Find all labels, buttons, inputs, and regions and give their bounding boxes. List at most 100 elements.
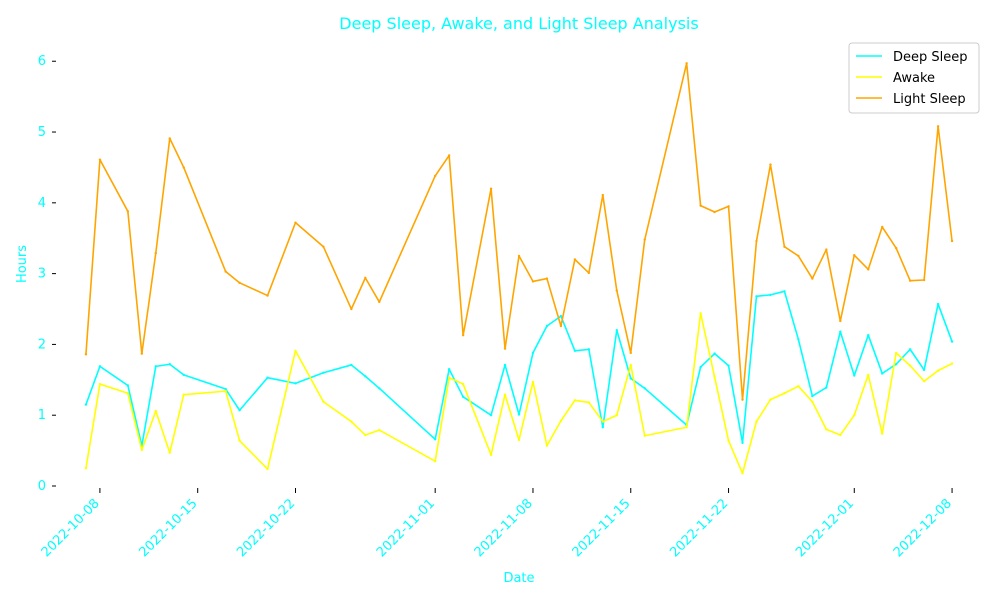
data-point-deep-sleep-33	[727, 364, 730, 367]
data-point-deep-sleep-46	[908, 348, 912, 351]
data-point-light-sleep-48	[936, 125, 940, 128]
data-point-awake-17	[461, 382, 465, 386]
y-axis: 0 1 2 3 4 5 6	[38, 54, 56, 494]
data-point-awake-43	[867, 373, 870, 377]
data-point-awake-21	[531, 380, 535, 384]
data-point-light-sleep-36	[769, 163, 772, 166]
data-point-awake-31	[699, 312, 702, 315]
legend-box	[848, 42, 980, 114]
data-point-light-sleep-22	[545, 277, 549, 280]
data-point-light-sleep-47	[922, 278, 926, 282]
data-point-light-sleep-4	[154, 251, 157, 255]
data-point-deep-sleep-35	[755, 295, 758, 298]
data-point-awake-39	[811, 400, 814, 403]
series-line-light-sleep	[85, 62, 953, 401]
data-point-awake-36	[769, 398, 772, 401]
data-point-awake-46	[908, 364, 912, 367]
data-point-deep-sleep-18	[489, 414, 493, 417]
y-tick-label-6: 6	[38, 54, 46, 69]
data-point-light-sleep-16	[447, 154, 451, 157]
data-point-awake-30	[685, 426, 688, 429]
legend-label-light-sleep: Light Sleep	[893, 92, 966, 107]
data-point-deep-sleep-23	[559, 314, 563, 318]
data-point-awake-10	[294, 349, 297, 352]
data-point-awake-2	[126, 392, 130, 395]
data-point-awake-24	[573, 399, 577, 402]
data-point-light-sleep-45	[894, 246, 898, 250]
data-point-deep-sleep-44	[881, 372, 884, 375]
data-point-light-sleep-46	[908, 279, 912, 282]
data-point-deep-sleep-28	[629, 377, 632, 380]
data-point-awake-15	[433, 460, 437, 463]
data-point-awake-0	[84, 467, 88, 470]
data-point-light-sleep-9	[266, 294, 269, 297]
data-point-deep-sleep-47	[922, 368, 926, 372]
data-point-deep-sleep-11	[322, 371, 325, 374]
data-point-deep-sleep-34	[741, 441, 744, 445]
data-point-deep-sleep-19	[503, 363, 507, 367]
data-point-deep-sleep-5	[168, 363, 171, 366]
data-point-light-sleep-38	[797, 254, 800, 258]
data-point-awake-5	[168, 451, 171, 454]
data-point-deep-sleep-16	[447, 367, 451, 371]
data-point-awake-20	[517, 438, 521, 442]
chart-title: Deep Sleep, Awake, and Light Sleep Analy…	[339, 14, 698, 33]
data-point-awake-44	[881, 432, 884, 435]
data-point-awake-27	[615, 414, 618, 417]
data-point-deep-sleep-37	[783, 290, 786, 293]
data-point-light-sleep-15	[433, 174, 437, 178]
data-point-awake-12	[350, 420, 353, 423]
data-point-light-sleep-20	[517, 254, 521, 258]
data-point-deep-sleep-22	[545, 324, 549, 328]
data-point-awake-48	[936, 369, 940, 372]
data-point-light-sleep-3	[140, 352, 144, 355]
legend: Deep Sleep Awake Light Sleep	[848, 42, 980, 114]
data-point-deep-sleep-10	[294, 382, 297, 385]
series-layer	[84, 62, 954, 475]
data-point-light-sleep-17	[461, 334, 465, 337]
data-point-light-sleep-39	[811, 277, 814, 280]
data-point-light-sleep-37	[783, 245, 786, 248]
data-point-awake-23	[559, 419, 563, 423]
data-point-light-sleep-34	[741, 398, 744, 401]
data-point-awake-45	[894, 351, 898, 355]
data-point-deep-sleep-48	[936, 302, 940, 306]
data-point-light-sleep-0	[84, 353, 88, 356]
data-point-light-sleep-23	[559, 324, 563, 328]
data-point-awake-19	[503, 393, 507, 396]
data-point-awake-13	[364, 433, 367, 437]
data-point-awake-32	[713, 375, 716, 379]
data-point-awake-34	[741, 472, 744, 475]
data-point-awake-35	[755, 420, 758, 423]
data-point-awake-29	[643, 434, 646, 437]
data-point-awake-7	[224, 389, 227, 393]
data-point-light-sleep-5	[168, 137, 171, 140]
y-axis-label: Hours	[15, 245, 30, 283]
data-point-awake-8	[238, 439, 241, 442]
data-point-light-sleep-41	[839, 319, 842, 323]
data-point-deep-sleep-0	[84, 403, 88, 406]
series-line-deep-sleep	[85, 290, 953, 447]
data-point-deep-sleep-4	[154, 365, 157, 368]
data-point-light-sleep-13	[364, 276, 367, 280]
data-point-light-sleep-35	[755, 239, 758, 243]
data-point-awake-26	[601, 420, 605, 423]
data-point-deep-sleep-43	[867, 334, 870, 337]
data-point-light-sleep-21	[531, 280, 535, 283]
data-point-deep-sleep-9	[266, 376, 269, 379]
data-point-awake-41	[839, 433, 842, 437]
data-point-light-sleep-30	[685, 62, 688, 65]
data-point-light-sleep-29	[643, 238, 646, 241]
data-point-awake-47	[922, 380, 926, 383]
data-point-light-sleep-33	[727, 205, 730, 208]
data-point-light-sleep-11	[322, 245, 325, 248]
data-point-light-sleep-25	[587, 271, 591, 275]
data-point-awake-9	[266, 467, 269, 471]
y-tick-label-0: 0	[38, 479, 46, 494]
data-point-light-sleep-31	[699, 204, 702, 207]
y-tick-label-3: 3	[38, 267, 46, 282]
data-point-deep-sleep-40	[825, 386, 828, 389]
data-point-light-sleep-19	[503, 347, 507, 350]
data-point-light-sleep-7	[224, 270, 227, 273]
x-axis-label: Date	[503, 571, 534, 586]
